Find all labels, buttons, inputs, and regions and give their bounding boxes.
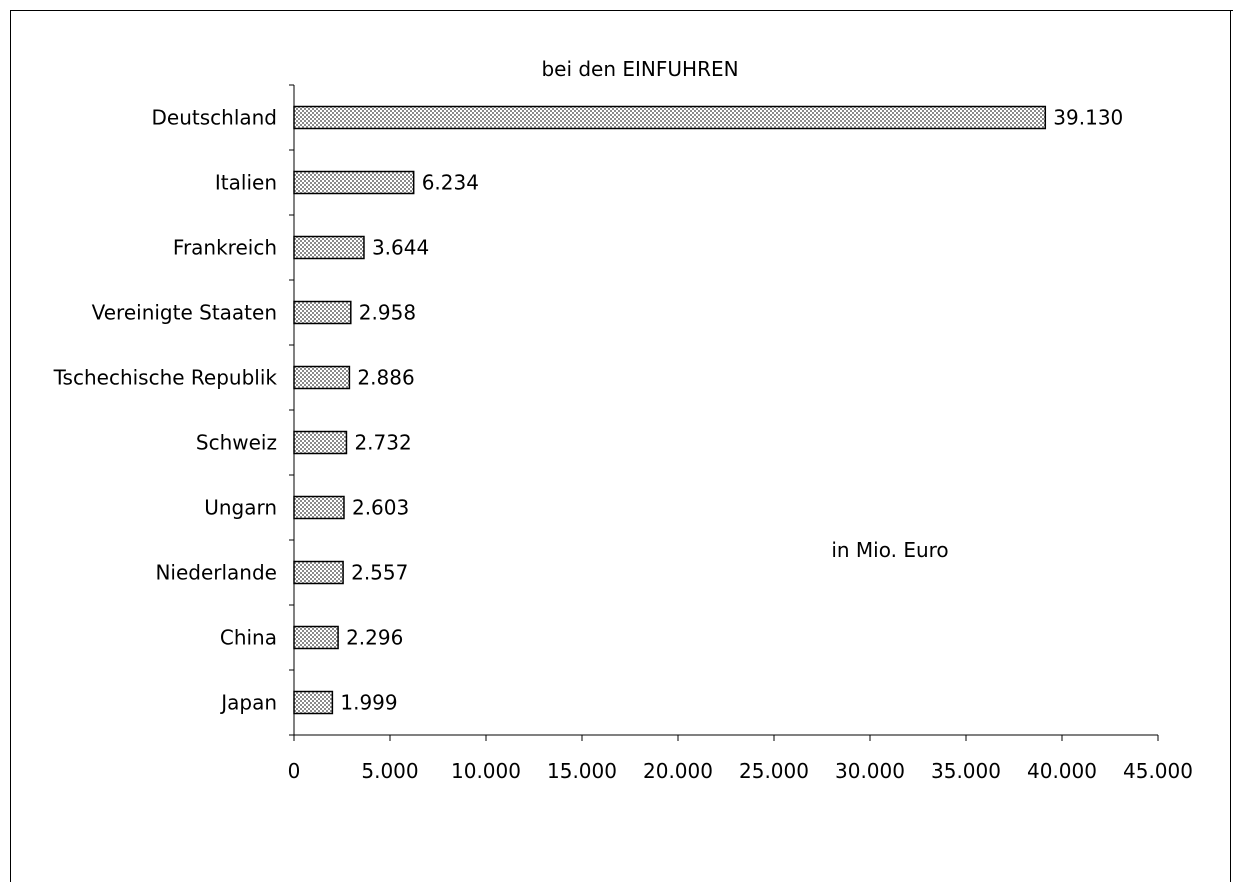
unit-annotation: in Mio. Euro [831,538,948,562]
bar-vereinigte-staaten [293,300,352,325]
chart-frame-right-edge [1230,10,1231,882]
x-tick-label: 35.000 [931,759,1001,783]
x-tick-label: 45.000 [1123,759,1193,783]
x-tick-label: 30.000 [835,759,905,783]
data-label: 2.732 [354,431,411,455]
data-label: 2.603 [352,496,409,520]
category-label: Vereinigte Staaten [92,301,277,325]
x-tick-label: 20.000 [643,759,713,783]
bar-china [293,625,339,650]
x-tick-label: 25.000 [739,759,809,783]
chart-frame [10,10,1233,882]
axes-group: 0 5.000 10.000 15.000 20.000 25.000 30.000 35.0… [288,84,1193,783]
category-label: Deutschland [152,106,278,130]
category-label: Frankreich [173,236,277,260]
labels-group: Deutschland 39.130 Italien 6.234 Frankreich 3… [53,106,1124,715]
x-tick-label: 10.000 [451,759,521,783]
data-label: 3.644 [372,236,429,260]
bar-niederlande [293,560,344,585]
data-label: 6.234 [422,171,479,195]
chart-title: bei den EINFUHREN [541,57,738,81]
data-label: 2.886 [357,366,414,390]
x-tick-label: 15.000 [547,759,617,783]
data-label: 2.557 [351,561,408,585]
x-tick-label: 5.000 [361,759,418,783]
bar-japan [293,690,334,715]
category-label: Italien [215,171,277,195]
category-label: Japan [219,691,277,715]
bar-deutschland [293,105,1047,130]
data-label: 39.130 [1053,106,1123,130]
bar-frankreich [293,235,365,260]
data-label: 2.296 [346,626,403,650]
x-tick-label: 40.000 [1027,759,1097,783]
bar-italien [293,170,415,195]
data-label: 2.958 [359,301,416,325]
category-label: China [220,626,277,650]
bars-group [293,105,1047,715]
category-label: Tschechische Republik [53,366,278,390]
x-tick-label: 0 [288,759,301,783]
bar-tschechische-republik [293,365,351,390]
category-label: Niederlande [155,561,277,585]
category-label: Ungarn [204,496,277,520]
bar-ungarn [293,495,345,520]
bar-schweiz [293,430,348,455]
data-label: 1.999 [340,691,397,715]
category-label: Schweiz [196,431,277,455]
